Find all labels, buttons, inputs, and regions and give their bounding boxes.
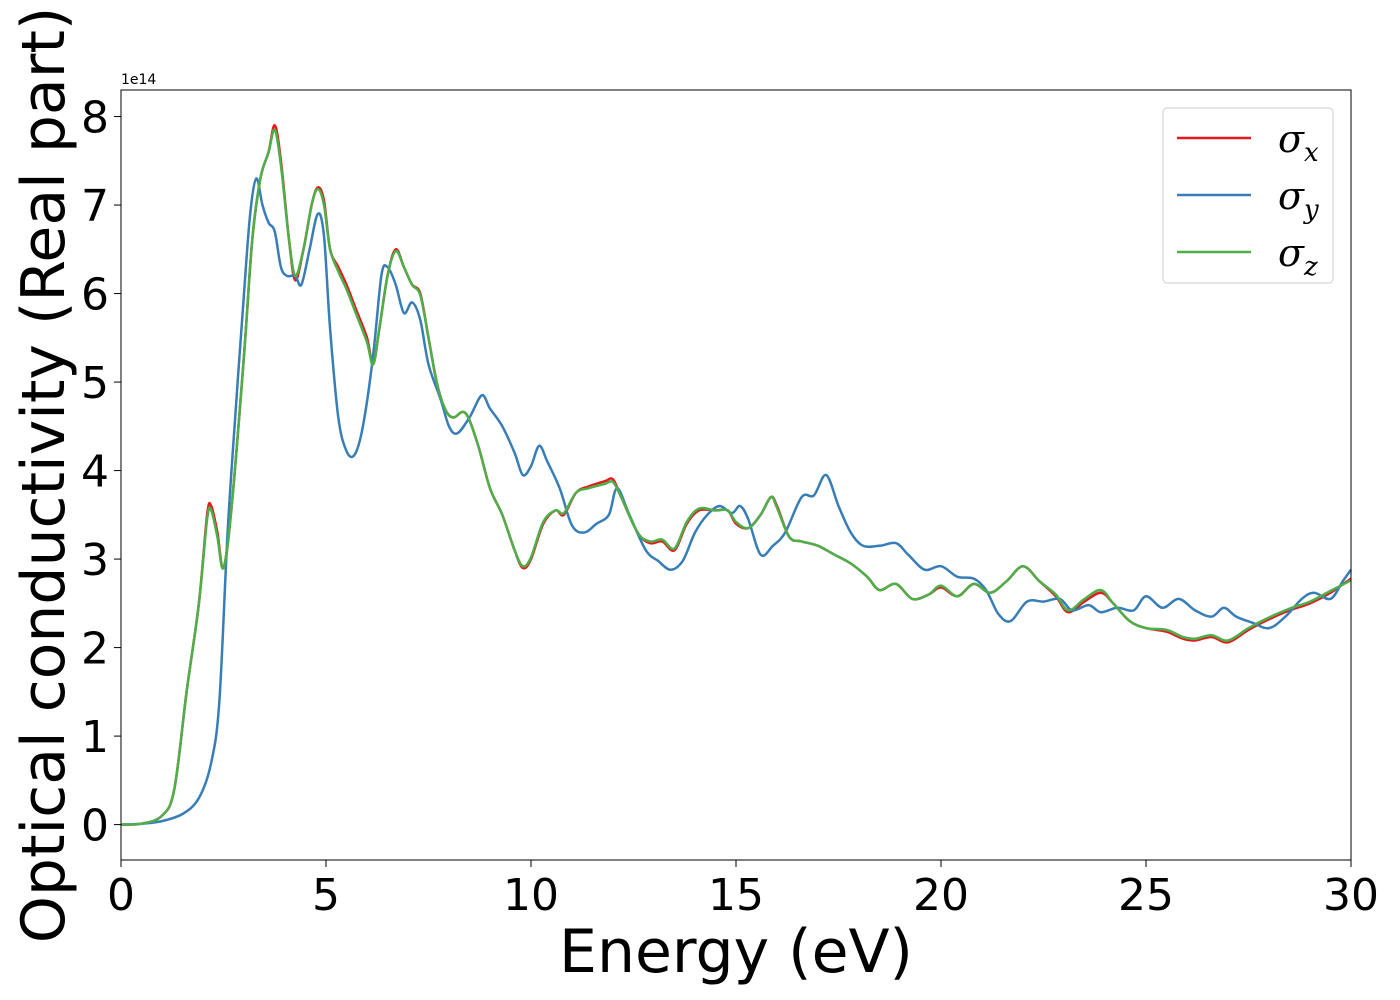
y-tick-label: 1	[81, 712, 109, 763]
legend-label-x: σx	[1278, 117, 1319, 168]
x-tick-label: 25	[1118, 870, 1174, 921]
legend-symbol: σ	[1278, 231, 1305, 275]
x-axis-label: Energy (eV)	[559, 917, 913, 987]
legend-subscript: x	[1304, 138, 1319, 168]
y-axis-ticks: 0 1 2 3 4 5 6 7 8	[81, 93, 121, 852]
x-tick-label: 5	[312, 870, 340, 921]
x-axis-ticks: 0 5 10 15 20 25 30	[107, 860, 1379, 921]
y-tick-label: 2	[81, 624, 109, 675]
series-lines	[120, 124, 1353, 826]
series-line-y	[120, 177, 1353, 826]
x-tick-label: 20	[913, 870, 969, 921]
x-tick-label: 0	[107, 870, 135, 921]
legend-label-z: σz	[1278, 231, 1318, 282]
legend-symbol: σ	[1278, 174, 1305, 218]
x-tick-label: 10	[503, 870, 559, 921]
y-tick-label: 0	[81, 801, 109, 852]
legend-label-y: σy	[1278, 174, 1319, 225]
plot-frame	[120, 89, 1352, 861]
y-tick-label: 7	[81, 181, 109, 232]
legend-subscript: y	[1303, 195, 1319, 225]
x-tick-label: 15	[708, 870, 764, 921]
y-tick-label: 5	[81, 358, 109, 409]
y-tick-label: 6	[81, 270, 109, 321]
y-tick-label: 3	[81, 535, 109, 586]
legend-subscript: z	[1303, 252, 1318, 282]
legend-symbol: σ	[1278, 117, 1305, 161]
x-tick-label: 30	[1323, 870, 1379, 921]
series-line-z	[120, 128, 1352, 826]
y-tick-label: 4	[81, 447, 109, 498]
y-axis-label: Optical conductivity (Real part)	[9, 7, 79, 944]
y-offset-label: 1e14	[121, 72, 156, 88]
y-tick-label: 8	[81, 93, 109, 144]
